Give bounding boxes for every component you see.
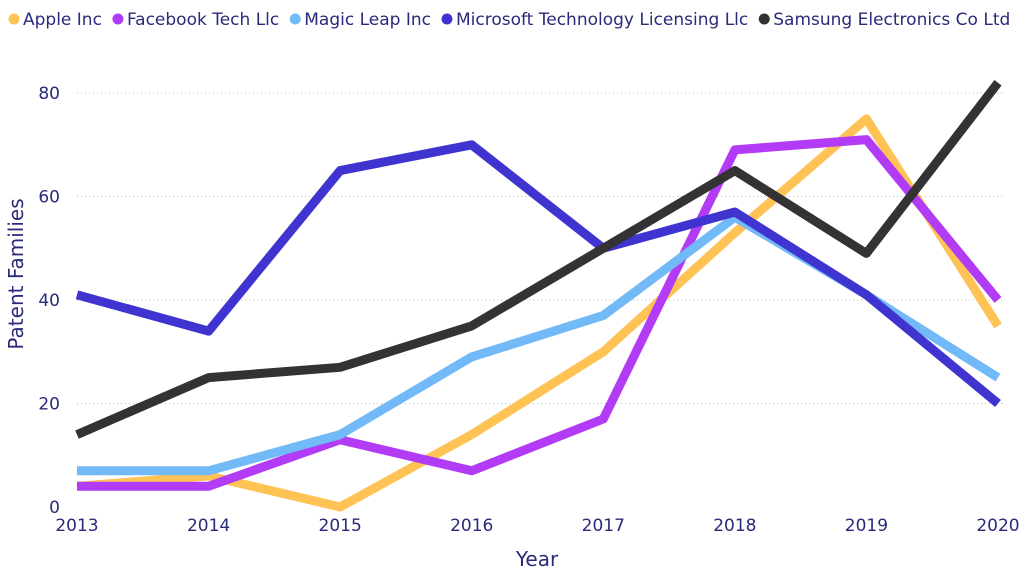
legend-item[interactable]: Samsung Electronics Co Ltd bbox=[758, 10, 1011, 30]
series-line bbox=[77, 212, 1001, 476]
legend-item[interactable]: Apple Inc bbox=[8, 10, 102, 30]
legend-label: Apple Inc bbox=[23, 10, 102, 30]
x-tick-label: 2015 bbox=[319, 516, 362, 536]
legend-marker bbox=[289, 13, 301, 25]
x-axis-title: Year bbox=[515, 547, 559, 571]
legend-item[interactable]: Microsoft Technology Licensing Llc bbox=[441, 10, 748, 30]
x-tick-label: 2020 bbox=[976, 516, 1019, 536]
y-axis-ticks: 0 20 40 60 80 bbox=[38, 84, 60, 518]
legend-marker bbox=[758, 13, 770, 25]
x-axis-ticks: 2013 2014 2015 2016 2017 2018 2019 2020 bbox=[55, 516, 1019, 536]
legend-label: Samsung Electronics Co Ltd bbox=[773, 10, 1010, 30]
legend: Apple Inc Facebook Tech Llc Magic Leap Inc… bbox=[8, 10, 1011, 30]
y-tick-label: 40 bbox=[38, 291, 60, 311]
y-tick-label: 20 bbox=[38, 395, 60, 415]
y-axis-title: Patent Families bbox=[4, 198, 28, 349]
series-line bbox=[75, 140, 1001, 407]
legend-label: Microsoft Technology Licensing Llc bbox=[456, 10, 748, 30]
legend-item[interactable]: Facebook Tech Llc bbox=[112, 10, 279, 30]
legend-label: Facebook Tech Llc bbox=[127, 10, 279, 30]
y-tick-label: 0 bbox=[49, 498, 60, 518]
series-line bbox=[75, 79, 1002, 439]
legend-label: Magic Leap Inc bbox=[304, 10, 431, 30]
series-lines bbox=[75, 79, 1002, 512]
legend-marker bbox=[112, 13, 124, 25]
x-tick-label: 2016 bbox=[450, 516, 493, 536]
legend-item[interactable]: Magic Leap Inc bbox=[289, 10, 431, 30]
y-tick-label: 60 bbox=[38, 188, 60, 208]
y-tick-label: 80 bbox=[38, 84, 60, 104]
x-tick-label: 2019 bbox=[845, 516, 888, 536]
legend-marker bbox=[8, 13, 20, 25]
series-line bbox=[77, 135, 1002, 491]
gridlines bbox=[77, 92, 1004, 404]
x-tick-label: 2014 bbox=[187, 516, 230, 536]
legend-marker bbox=[441, 13, 453, 25]
x-tick-label: 2013 bbox=[55, 516, 98, 536]
x-tick-label: 2017 bbox=[582, 516, 625, 536]
x-tick-label: 2018 bbox=[713, 516, 756, 536]
